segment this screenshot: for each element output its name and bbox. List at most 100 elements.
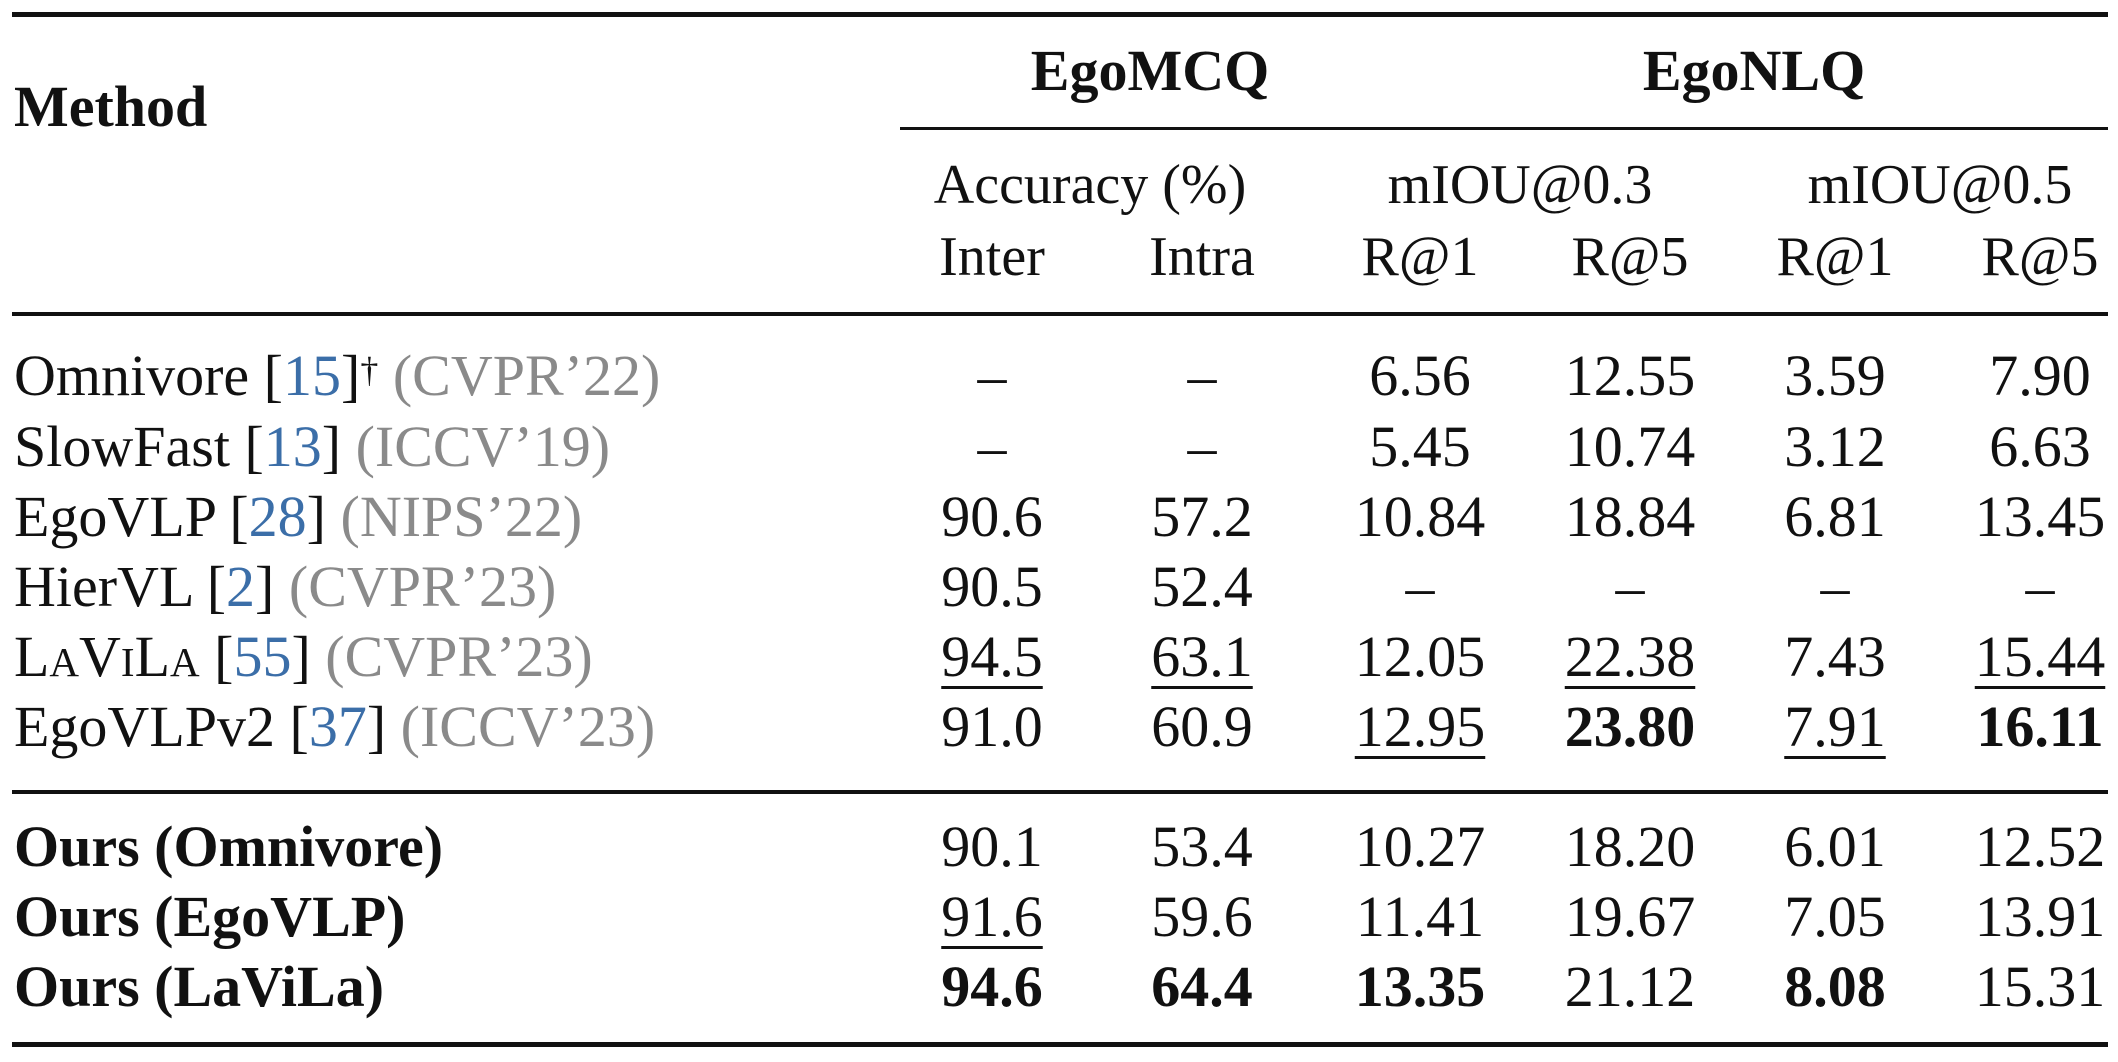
citation-link[interactable]: 2 bbox=[226, 554, 256, 619]
value-cell: 13.91 bbox=[1940, 882, 2118, 952]
citation-close: ] bbox=[341, 343, 361, 408]
value: 13.91 bbox=[1974, 884, 2106, 949]
citation-link[interactable]: 15 bbox=[283, 343, 341, 408]
column-header: R@5 bbox=[1571, 226, 1689, 288]
top-rule bbox=[12, 12, 2108, 17]
value: 16.11 bbox=[1976, 694, 2104, 759]
value-cell: 18.84 bbox=[1530, 482, 1730, 552]
value: 60.9 bbox=[1151, 694, 1253, 759]
value: 7.43 bbox=[1784, 624, 1886, 689]
value-cell: 94.5 bbox=[892, 622, 1092, 692]
value: – bbox=[2025, 554, 2055, 619]
citation-link[interactable]: 55 bbox=[233, 624, 292, 689]
group-underline bbox=[900, 127, 2108, 130]
value-cell: 59.6 bbox=[1102, 882, 1302, 952]
venue-label: (ICCV’23) bbox=[400, 694, 656, 759]
value-cell: 15.44 bbox=[1940, 622, 2118, 692]
value-cell: 60.9 bbox=[1102, 692, 1302, 762]
value-cell: 12.52 bbox=[1940, 812, 2118, 882]
metric-header-miou05: mIOU@0.5 bbox=[1807, 154, 2073, 216]
bottom-rule bbox=[12, 1042, 2108, 1047]
method-name: SlowFast [ bbox=[14, 414, 264, 479]
citation-link[interactable]: 37 bbox=[308, 694, 367, 759]
value-cell: 15.31 bbox=[1940, 952, 2118, 1022]
value: 15.44 bbox=[1974, 624, 2106, 689]
value-cell: 52.4 bbox=[1102, 552, 1302, 622]
value: 53.4 bbox=[1151, 814, 1253, 879]
value-cell: 6.01 bbox=[1735, 812, 1935, 882]
value: 63.1 bbox=[1151, 624, 1253, 689]
value-cell: – bbox=[1940, 552, 2118, 622]
value-cell: 10.74 bbox=[1530, 412, 1730, 482]
value-cell: 7.05 bbox=[1735, 882, 1935, 952]
dagger-mark: † bbox=[360, 350, 379, 390]
value-cell: 7.43 bbox=[1735, 622, 1935, 692]
value-cell: 12.05 bbox=[1320, 622, 1520, 692]
value-cell: 22.38 bbox=[1530, 622, 1730, 692]
citation-link[interactable]: 13 bbox=[263, 414, 322, 479]
value: 64.4 bbox=[1151, 954, 1253, 1019]
value-cell: 7.90 bbox=[1940, 341, 2118, 411]
method-name: HierVL [ bbox=[14, 554, 227, 619]
value-cell: 90.5 bbox=[892, 552, 1092, 622]
value-cell: 13.45 bbox=[1940, 482, 2118, 552]
value: 94.6 bbox=[941, 954, 1043, 1019]
value-cell: 8.08 bbox=[1735, 952, 1935, 1022]
column-header: Intra bbox=[1149, 226, 1255, 288]
method-name: EgoVLP [ bbox=[14, 484, 249, 549]
value: 12.95 bbox=[1354, 694, 1486, 759]
value: 10.84 bbox=[1354, 484, 1486, 549]
value-cell: 5.45 bbox=[1320, 412, 1520, 482]
column-header: Inter bbox=[939, 226, 1045, 288]
value-cell: 94.6 bbox=[892, 952, 1092, 1022]
venue-label: (CVPR’23) bbox=[325, 624, 593, 689]
value: 12.05 bbox=[1354, 624, 1486, 689]
header-rule bbox=[12, 312, 2108, 316]
venue-label: (ICCV’19) bbox=[355, 414, 611, 479]
column-header: R@1 bbox=[1776, 226, 1894, 288]
value: 91.6 bbox=[941, 884, 1043, 949]
value: 8.08 bbox=[1784, 954, 1886, 1019]
column-header: R@5 bbox=[1981, 226, 2099, 288]
value-cell: 3.59 bbox=[1735, 341, 1935, 411]
value: 59.6 bbox=[1151, 884, 1253, 949]
value: 91.0 bbox=[941, 694, 1043, 759]
value-cell: – bbox=[1530, 552, 1730, 622]
value: – bbox=[977, 414, 1007, 479]
ours-method-name: Ours (Omnivore) bbox=[14, 814, 444, 879]
value: 18.20 bbox=[1564, 814, 1696, 879]
ours-method-name: Ours (LaViLa) bbox=[14, 954, 385, 1019]
value: – bbox=[1405, 554, 1435, 619]
value-cell: 23.80 bbox=[1530, 692, 1730, 762]
value: 7.90 bbox=[1989, 343, 2091, 408]
column-header: R@1 bbox=[1361, 226, 1479, 288]
value: 22.38 bbox=[1564, 624, 1696, 689]
citation-close: ] bbox=[291, 624, 311, 689]
value-cell: 16.11 bbox=[1940, 692, 2118, 762]
value-cell: 90.1 bbox=[892, 812, 1092, 882]
value: 10.74 bbox=[1564, 414, 1696, 479]
value: 21.12 bbox=[1564, 954, 1696, 1019]
citation-link[interactable]: 28 bbox=[248, 484, 307, 549]
group-header-egonlq: EgoNLQ bbox=[1642, 38, 1866, 103]
metric-header-miou03: mIOU@0.3 bbox=[1387, 154, 1653, 216]
value: 90.1 bbox=[941, 814, 1043, 879]
value-cell: 13.35 bbox=[1320, 952, 1520, 1022]
value-cell: – bbox=[892, 341, 1092, 411]
value: – bbox=[977, 343, 1007, 408]
method-header: Method bbox=[14, 74, 208, 139]
citation-close: ] bbox=[306, 484, 326, 549]
value: 94.5 bbox=[941, 624, 1043, 689]
value: 18.84 bbox=[1564, 484, 1696, 549]
value-cell: – bbox=[1735, 552, 1935, 622]
method-name-cell: LaViLa [55] (CVPR’23) bbox=[14, 622, 593, 692]
value: – bbox=[1820, 554, 1850, 619]
citation-close: ] bbox=[321, 414, 342, 479]
value: 19.67 bbox=[1564, 884, 1696, 949]
value-cell: 7.91 bbox=[1735, 692, 1935, 762]
value-cell: 19.67 bbox=[1530, 882, 1730, 952]
value: 52.4 bbox=[1151, 554, 1253, 619]
value-cell: 91.0 bbox=[892, 692, 1092, 762]
value: 12.55 bbox=[1564, 343, 1696, 408]
value-cell: – bbox=[1102, 412, 1302, 482]
